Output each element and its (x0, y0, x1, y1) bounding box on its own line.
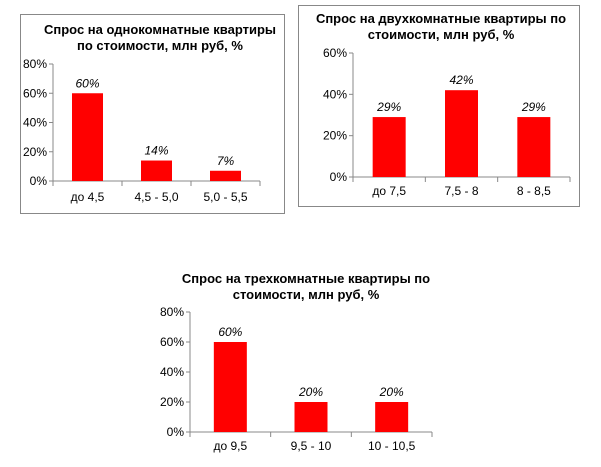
chart-2-svg: Спрос на двухкомнатные квартиры по стоим… (298, 5, 580, 207)
chart-3-y-tick-label: 80% (160, 305, 184, 319)
chart-1-bar (72, 93, 103, 181)
chart-1-category-label: 5,0 - 5,5 (203, 190, 247, 204)
chart-3-bar (294, 402, 328, 432)
chart-1-bar (141, 160, 172, 181)
chart-3-data-label: 20% (379, 385, 404, 399)
chart-3-category-label: до 9,5 (213, 439, 247, 453)
chart-2-data-label: 42% (449, 73, 473, 87)
chart-3-y-tick-label: 40% (160, 365, 184, 379)
chart-1-data-label: 60% (75, 76, 99, 90)
chart-1-y-tick-label: 40% (23, 116, 47, 130)
chart-3-bar (375, 402, 409, 432)
chart-3-y-tick-label: 0% (167, 425, 185, 439)
chart-2-y-tick-label: 20% (323, 129, 347, 143)
chart-panel-2: Спрос на двухкомнатные квартиры по стоим… (298, 5, 580, 207)
chart-1-title-line-2: по стоимости, млн руб, % (77, 38, 243, 53)
chart-panel-3: Спрос на трехкомнатные квартиры по стоим… (156, 264, 440, 462)
chart-1-y-tick-label: 0% (30, 174, 48, 188)
chart-panel-1: Спрос на однокомнатные квартиры по стоим… (20, 14, 285, 214)
chart-2-data-label: 29% (521, 100, 546, 114)
chart-3-title-line-2: стоимости, млн руб, % (233, 287, 380, 302)
chart-1-data-label: 14% (144, 144, 168, 158)
chart-2-data-label: 29% (376, 100, 401, 114)
chart-1-bar (210, 170, 241, 181)
chart-3-bar (213, 342, 247, 432)
chart-3-category-label: 10 - 10,5 (368, 439, 416, 453)
chart-3-data-label: 60% (218, 325, 242, 339)
chart-1-category-label: 4,5 - 5,0 (134, 190, 178, 204)
chart-3-svg: Спрос на трехкомнатные квартиры по стоим… (160, 271, 433, 453)
chart-1-y-tick-label: 20% (23, 145, 47, 159)
chart-3-y-tick-label: 20% (160, 395, 184, 409)
chart-2-y-tick-label: 0% (330, 170, 348, 184)
chart-3-y-tick-label: 60% (160, 335, 184, 349)
chart-1-frame (20, 14, 285, 214)
chart-2-frame (298, 5, 580, 207)
chart-3-title-line-1: Спрос на трехкомнатные квартиры по (182, 271, 430, 286)
chart-1-category-label: до 4,5 (71, 190, 105, 204)
chart-2-bar (372, 117, 406, 177)
chart-2-bar (517, 117, 551, 177)
chart-2-category-label: до 7,5 (372, 184, 406, 198)
chart-1-y-tick-label: 80% (23, 57, 47, 71)
chart-3-category-label: 9,5 - 10 (291, 439, 332, 453)
chart-2-y-tick-label: 60% (323, 46, 347, 60)
chart-3-data-label: 20% (298, 385, 323, 399)
chart-2-category-label: 8 - 8,5 (517, 184, 551, 198)
chart-2-title-line-2: стоимости, млн руб, % (368, 27, 515, 42)
chart-1-title-line-1: Спрос на однокомнатные квартиры (44, 22, 276, 37)
chart-1-y-tick-label: 60% (23, 86, 47, 100)
chart-2-bar (445, 90, 478, 177)
chart-2-title-line-1: Спрос на двухкомнатные квартиры по (316, 11, 566, 26)
chart-1-data-label: 7% (217, 154, 235, 168)
chart-2-y-tick-label: 40% (323, 87, 347, 101)
chart-1-svg: Спрос на однокомнатные квартиры по стоим… (20, 14, 285, 214)
chart-2-category-label: 7,5 - 8 (444, 184, 478, 198)
